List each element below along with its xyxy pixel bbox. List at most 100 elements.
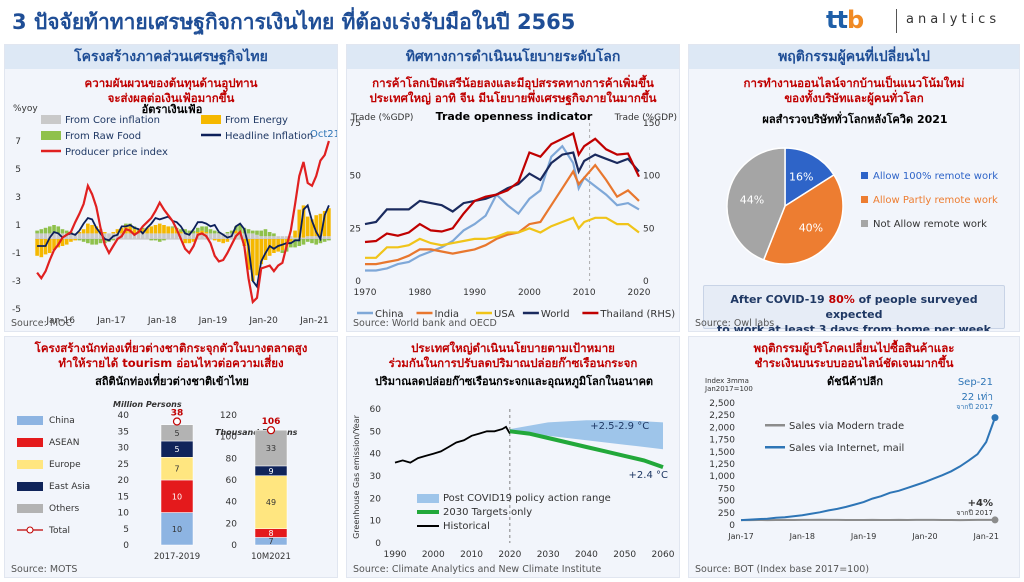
bar-segment — [301, 205, 306, 238]
x-tick-label: 1980 — [408, 288, 431, 298]
source-note: Source: World bank and OECD — [353, 318, 497, 329]
legend-label: Post COVID19 policy action range — [443, 493, 611, 504]
bar-segment — [229, 230, 234, 234]
y-tick-label: 7 — [15, 137, 21, 147]
data-label: 9 — [268, 467, 273, 476]
bar-segment — [200, 230, 204, 234]
pie-slice — [726, 147, 786, 261]
chart-title: ปริมาณลดปล่อยก๊าซเรือนกระจกและอุณหภูมิโล… — [375, 374, 653, 389]
bar-segment — [238, 225, 242, 232]
bar-segment — [124, 223, 128, 225]
panel-subtitle: ความผันผวนของต้นทุนด้านอุปทาน — [84, 76, 258, 90]
legend-label: China — [375, 309, 404, 320]
series-line — [364, 131, 640, 244]
y-tick-label: 40 — [370, 450, 382, 460]
bar-segment — [153, 225, 158, 234]
bar-segment — [305, 239, 310, 242]
bar-segment — [327, 239, 331, 241]
chart-title: สถิตินักท่องเที่ยวต่างชาติเข้าไทย — [95, 373, 249, 388]
bar-segment — [293, 239, 297, 248]
bar-segment — [191, 230, 196, 234]
tourist-arrivals-chart: สถิตินักท่องเที่ยวต่างชาติเข้าไทย Million… — [17, 373, 298, 562]
legend-label: India — [435, 309, 460, 320]
bar-segment — [128, 233, 132, 239]
legend-swatch — [861, 196, 868, 203]
chart-title: Trade openness indicator — [436, 111, 593, 123]
y-tick-label: 0 — [375, 539, 381, 549]
data-label: 33 — [266, 444, 276, 453]
bar-segment — [195, 227, 200, 232]
bar-segment — [289, 239, 293, 242]
trade-openness-chart: Trade openness indicator Trade (%GDP) Trad… — [350, 111, 677, 320]
bar-segment — [166, 226, 171, 234]
legend-swatch — [861, 220, 868, 227]
bar-segment — [259, 236, 264, 239]
bar-segment — [191, 239, 196, 242]
y-tick-label: 20 — [370, 494, 382, 504]
panel-global-policy: ทิศทางการดำเนินนโยบายระดับโลก การค้าโลกเ… — [346, 44, 680, 332]
y-tick-label: 1 — [15, 221, 21, 231]
panel-heading: พฤติกรรมผู้คนที่เปลี่ยนไป — [689, 45, 1019, 69]
annotation-label: Oct21 — [310, 129, 338, 140]
bar-segment — [280, 236, 285, 239]
bar-segment — [145, 227, 149, 234]
y-tick-label: 0 — [729, 521, 735, 531]
annotation-value: 22 เท่า — [961, 392, 993, 403]
ttb-analytics-logo: ttb analytics — [826, 6, 1016, 36]
bar-segment — [64, 233, 69, 239]
legend-label: Sales via Internet, mail — [789, 443, 904, 454]
y-axis-label: Jan2017=100 — [704, 385, 753, 393]
bar-segment — [179, 229, 183, 232]
bar-segment — [204, 226, 209, 232]
bar-segment — [200, 233, 204, 239]
remote-work-pie-chart: ผลสำรวจบริษัททั่วโลกหลังโควิด 2021 16% 40%… — [726, 111, 998, 265]
x-tick-label: Jan-19 — [850, 532, 876, 541]
panel-subtitle: ร่วมกันในการปรับลดปริมาณปล่อยก๊าซเรือนกร… — [388, 356, 638, 370]
bar-segment — [263, 229, 268, 237]
x-tick-label: 10M2021 — [251, 552, 291, 562]
bar-segment — [305, 216, 310, 237]
y-tick-label: 50 — [370, 427, 382, 437]
bar-segment — [183, 233, 187, 239]
bar-segment — [208, 233, 213, 239]
series-line — [37, 203, 330, 289]
bar-segment — [119, 227, 124, 234]
bar-segment — [195, 232, 200, 234]
bar-segment — [225, 233, 230, 239]
bar-segment — [170, 227, 175, 234]
logo-mark: ttb — [826, 6, 864, 34]
panel-subtitle: ทำให้รายได้ tourism อ่อนไหวต่อความเสี่ยง — [58, 356, 284, 370]
total-marker — [172, 417, 182, 426]
bar-segment — [81, 229, 86, 234]
bar-segment — [115, 229, 120, 234]
bar-segment — [225, 239, 230, 242]
bar-segment — [102, 232, 107, 234]
bar-segment — [90, 225, 94, 234]
legend-swatch — [26, 526, 34, 534]
y-tick-label-right: 0 — [231, 541, 237, 551]
panel-heading: ทิศทางการดำเนินนโยบายระดับโลก — [347, 45, 679, 69]
x-tick-label: 2030 — [537, 550, 560, 560]
y-tick-label: 0 — [355, 277, 361, 287]
panel-subtitle: การค้าโลกเปิดเสรีน้อยลงและมีอุปสรรคทางกา… — [372, 76, 654, 90]
x-tick-label: Jan-21 — [299, 316, 329, 326]
legend-label: 2030 Targets only — [443, 507, 532, 518]
y-tick-label: 1,750 — [709, 436, 735, 446]
source-note: Source: BOT (Index base 2017=100) — [695, 564, 870, 575]
panel-retail: พฤติกรรมผู้บริโภคเปลี่ยนไปซื้อสินค้าและ … — [688, 336, 1020, 578]
bar-segment — [170, 233, 175, 239]
bar-segment — [183, 239, 187, 244]
series-line — [365, 216, 640, 259]
chart-title: อัตราเงินเฟ้อ — [142, 103, 203, 116]
bar-segment — [217, 233, 221, 239]
bar-segment — [255, 239, 259, 276]
y-tick-label-right: 80 — [226, 454, 238, 464]
x-tick-label: Jan-21 — [973, 532, 999, 541]
x-tick-label: Jan-18 — [789, 532, 815, 541]
data-label: 7 — [174, 465, 179, 474]
y-tick-label: 750 — [718, 484, 735, 494]
legend-label: From Energy — [225, 115, 288, 126]
y-tick-label: 25 — [350, 224, 361, 234]
